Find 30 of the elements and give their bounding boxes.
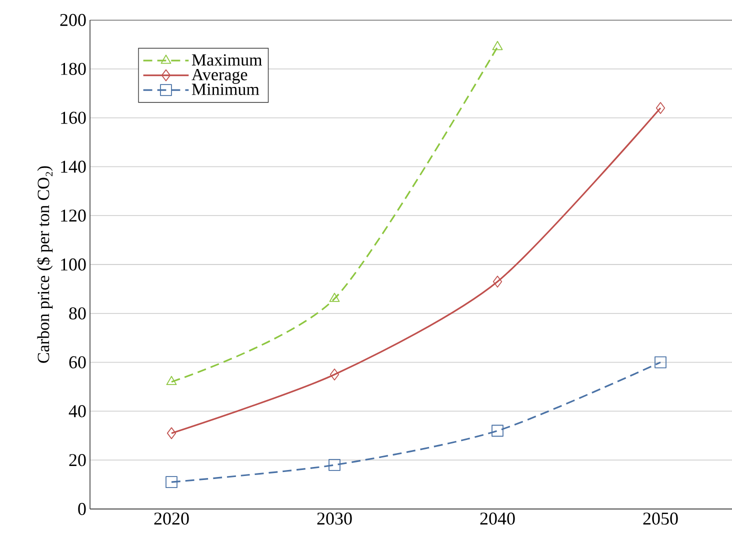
y-tick-label: 100: [61, 258, 86, 271]
x-tick-label: 2030: [317, 512, 352, 525]
y-axis-title: Carbon price ($ per ton CO₂): [36, 166, 53, 363]
y-tick-label: 120: [61, 210, 86, 222]
point: [654, 356, 666, 368]
x-tick-label: 2040: [480, 512, 515, 525]
y-tick-label: 160: [61, 112, 86, 124]
point: [166, 476, 178, 488]
y-tick-label: 140: [61, 160, 86, 173]
y-tick-label: 0: [78, 502, 86, 516]
point: [492, 276, 502, 288]
point: [492, 424, 504, 437]
x-tick-label: 2050: [643, 512, 678, 525]
x-tick-label: 2020: [154, 512, 189, 525]
y-tick-label: 60: [69, 356, 86, 368]
point: [330, 368, 340, 380]
point: [656, 102, 666, 114]
y-tick-label: 40: [68, 405, 86, 418]
point: [492, 40, 503, 50]
y-tick-label: 20: [69, 454, 86, 466]
point: [328, 459, 340, 471]
y-tick-label: 80: [69, 307, 86, 320]
point: [329, 292, 340, 302]
legend-label: Minimum: [192, 84, 260, 96]
y-tick-label: 200: [60, 14, 86, 26]
point: [166, 376, 177, 386]
legend-label: Average: [192, 68, 248, 84]
legend-label: Maximum: [192, 54, 262, 66]
point: [166, 427, 176, 440]
y-tick-label: 180: [61, 62, 86, 75]
